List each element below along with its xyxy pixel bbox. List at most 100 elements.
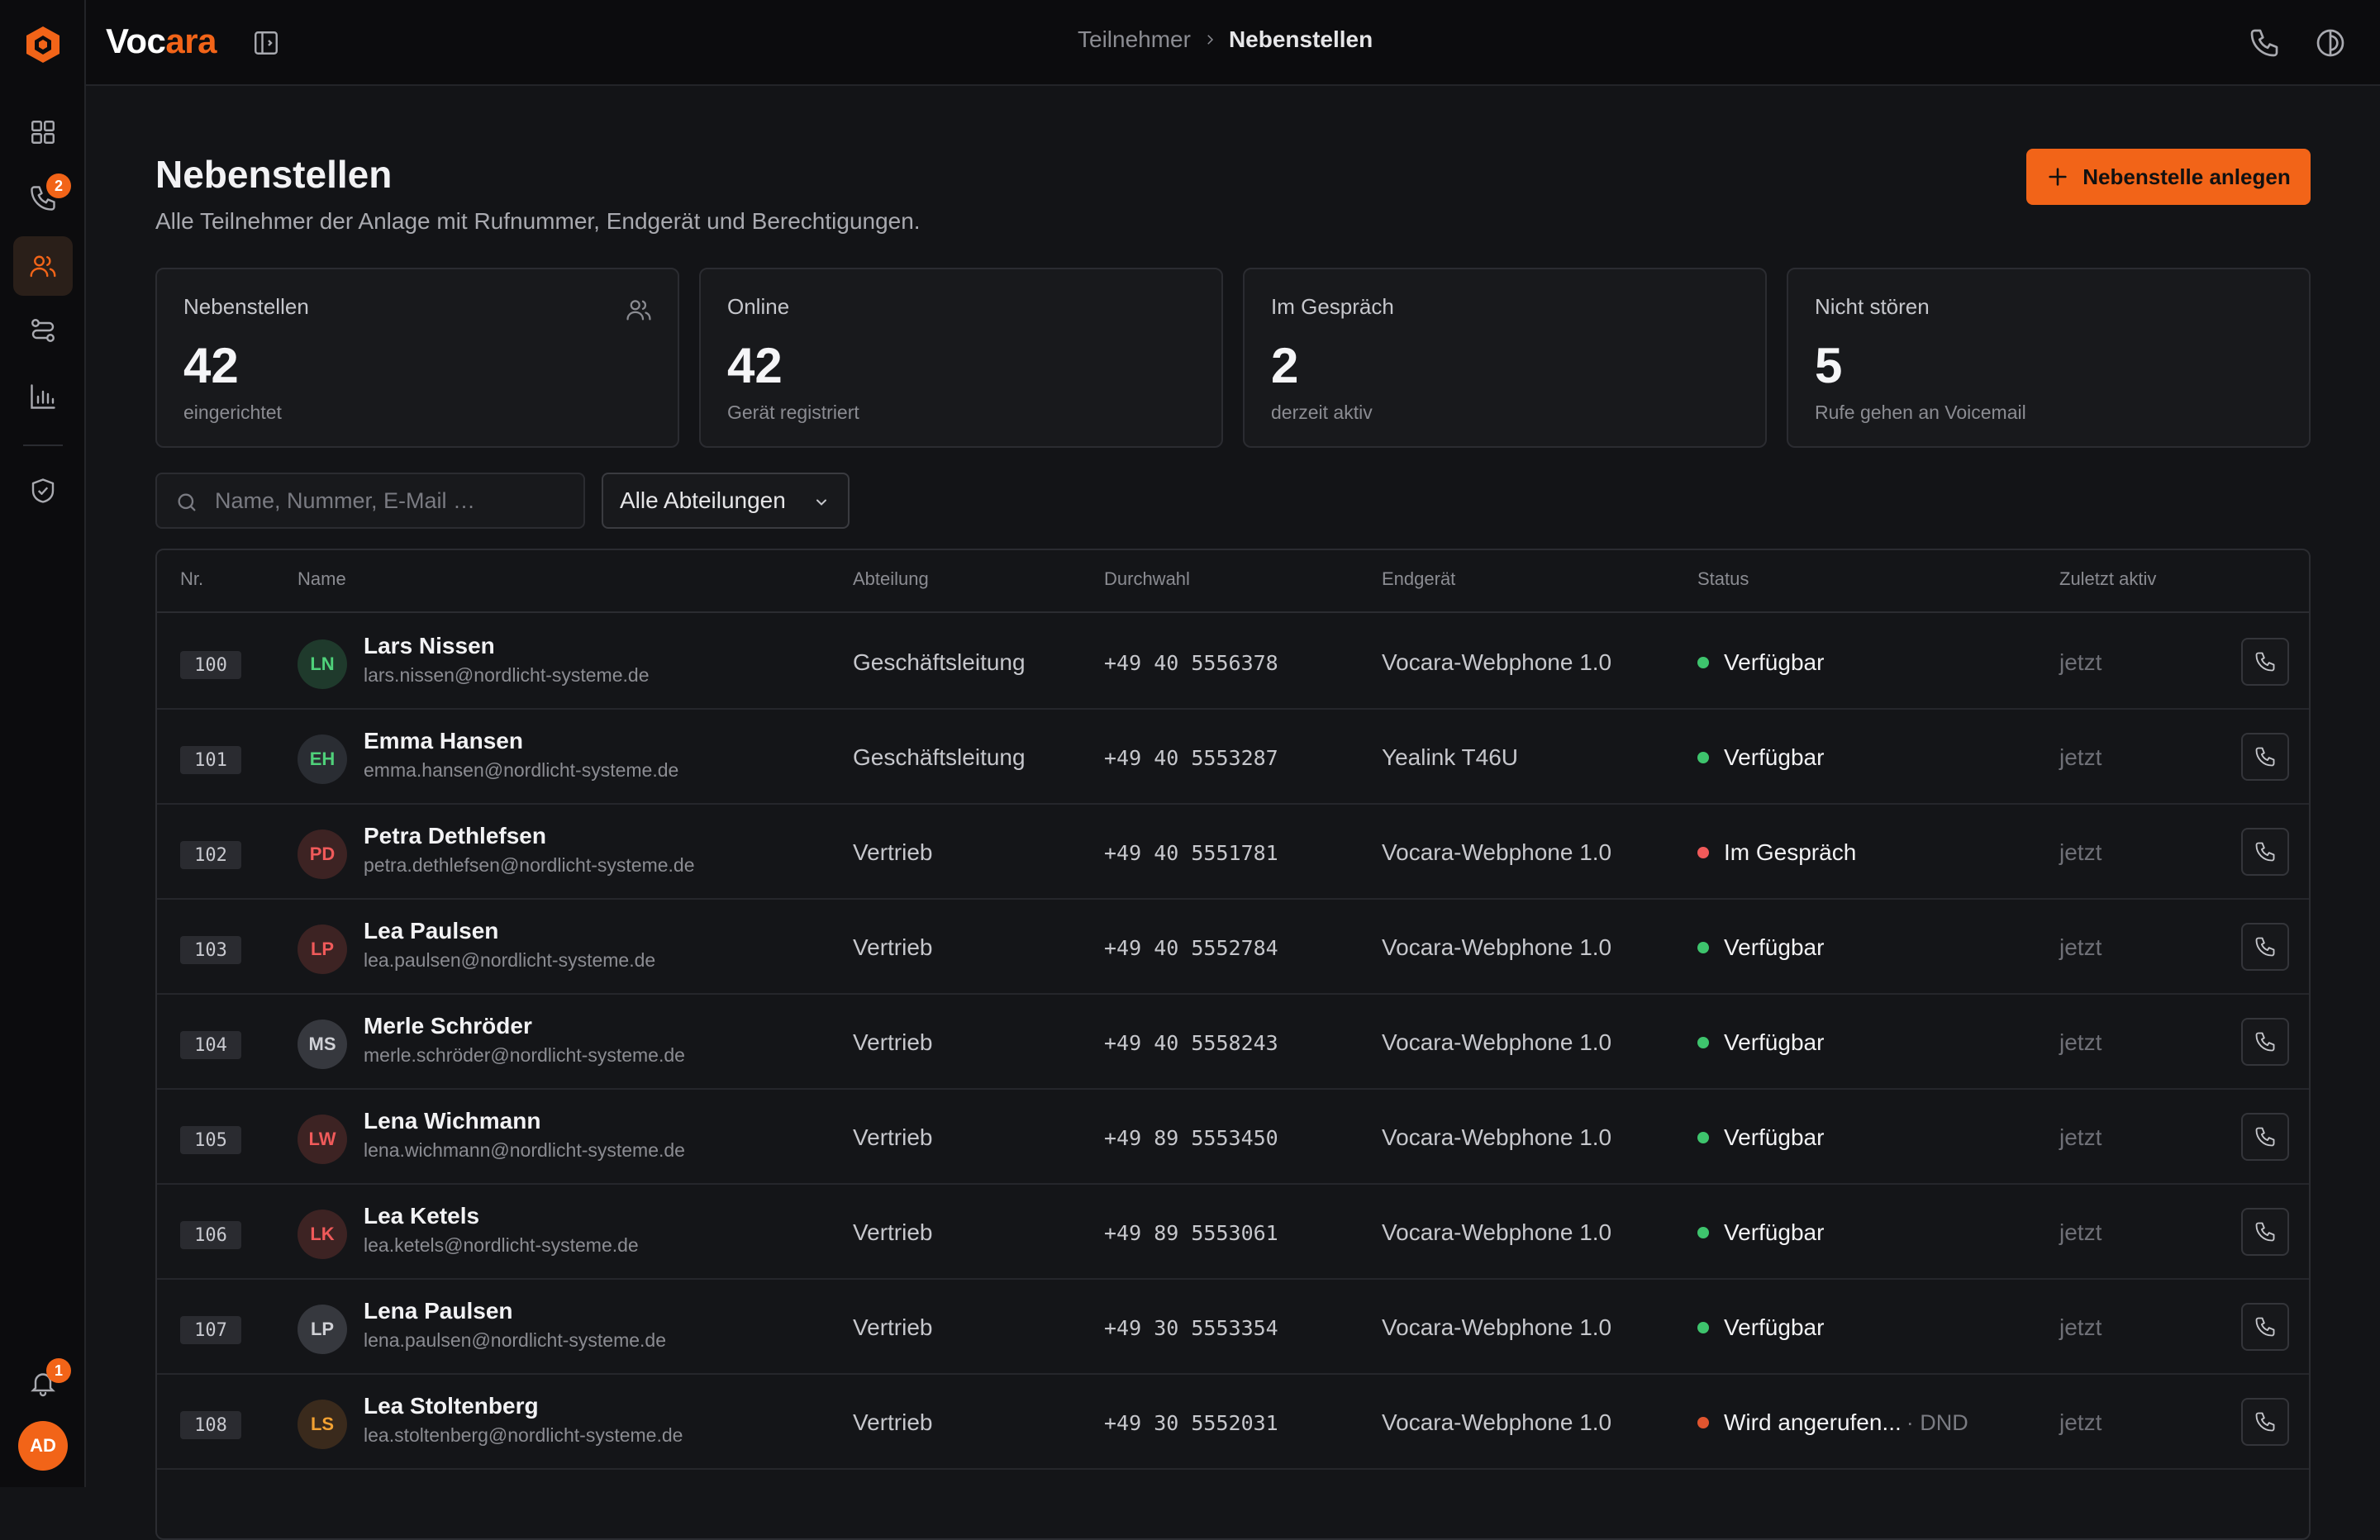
stat-card-online: Online 42 Gerät registriert [699,268,1223,448]
participant-name[interactable]: Emma Hansen [364,728,523,754]
device: Yealink T46U [1382,744,1518,771]
call-button[interactable] [2241,1018,2289,1066]
avatar: LW [298,1115,347,1164]
last-active: jetzt [2059,1029,2102,1056]
search-input[interactable] [215,474,570,527]
status-dot [1697,1417,1709,1428]
phone-icon[interactable] [2248,26,2281,59]
participant-name[interactable]: Merle Schröder [364,1013,532,1039]
last-active: jetzt [2059,1409,2102,1436]
status-dot [1697,752,1709,763]
status-badge: Wird angerufen...· DND [1697,1409,1968,1436]
app-logo-icon[interactable] [23,25,63,64]
avatar: PD [298,829,347,879]
status-badge: Verfügbar [1697,649,1829,676]
call-button[interactable] [2241,923,2289,971]
sidebar-item-routing[interactable] [13,301,73,360]
participant-name[interactable]: Lea Ketels [364,1203,479,1229]
sidebar-toggle-icon[interactable] [251,28,281,58]
stat-value: 2 [1271,337,1298,394]
column-header-status[interactable]: Status [1697,568,1749,590]
call-button[interactable] [2241,733,2289,781]
last-active: jetzt [2059,649,2102,676]
call-button[interactable] [2241,1113,2289,1161]
department: Vertrieb [853,1314,933,1341]
sidebar-item-participants[interactable] [13,236,73,296]
search-icon [175,491,198,514]
theme-toggle-icon[interactable] [2314,26,2347,59]
app-title-part2: ara [165,21,217,60]
sidebar-item-statistics[interactable] [13,367,73,426]
call-button[interactable] [2241,1208,2289,1256]
column-header-nr[interactable]: Nr. [180,568,203,590]
extension-number: 101 [180,746,241,774]
extension-number: 100 [180,651,241,679]
participant-name[interactable]: Lea Paulsen [364,918,498,944]
call-button[interactable] [2241,1398,2289,1446]
plus-icon [2046,165,2069,188]
status-badge: Verfügbar [1697,934,1829,961]
participant-email: emma.hansen@nordlicht-systeme.de [364,759,678,782]
column-header-last-active[interactable]: Zuletzt aktiv [2059,568,2156,590]
breadcrumb-current: Nebenstellen [1229,26,1373,53]
column-header-extension[interactable]: Durchwahl [1104,568,1190,590]
sidebar-divider [23,444,63,446]
department: Vertrieb [853,839,933,866]
sidebar-item-calls[interactable]: 2 [13,169,73,228]
device: Vocara-Webphone 1.0 [1382,1219,1611,1246]
department: Geschäftsleitung [853,744,1026,771]
phone-icon [2254,1125,2277,1148]
call-button[interactable] [2241,1303,2289,1351]
column-header-department[interactable]: Abteilung [853,568,929,590]
status-text: Verfügbar [1724,744,1824,771]
chevron-right-icon [1202,32,1217,47]
phone-icon [2254,1315,2277,1338]
column-header-name[interactable]: Name [298,568,346,590]
call-button[interactable] [2241,828,2289,876]
phone-icon [2254,1410,2277,1433]
sidebar-item-dashboard[interactable] [13,102,73,162]
create-extension-button[interactable]: Nebenstelle anlegen [2026,149,2311,205]
call-button[interactable] [2241,638,2289,686]
participant-email: lena.wichmann@nordlicht-systeme.de [364,1139,685,1162]
participant-name[interactable]: Lena Paulsen [364,1298,513,1324]
avatar: LK [298,1210,347,1259]
app-title-part1: Voc [106,21,165,60]
direct-dial: +49 30 5552031 [1104,1411,1278,1435]
participant-email: lea.stoltenberg@nordlicht-systeme.de [364,1424,683,1447]
extension-number: 105 [180,1126,241,1154]
notifications-button[interactable]: 1 [13,1353,73,1413]
last-active: jetzt [2059,744,2102,771]
stat-sub: derzeit aktiv [1271,402,1373,424]
participant-email: lea.paulsen@nordlicht-systeme.de [364,949,655,972]
table-header: Nr. Name Abteilung Durchwahl Endgerät St… [157,550,2309,613]
breadcrumb-parent[interactable]: Teilnehmer [1078,26,1191,53]
participant-name[interactable]: Petra Dethlefsen [364,823,546,849]
participant-name[interactable]: Lars Nissen [364,633,495,659]
app-title: Vocara [106,21,217,61]
participant-name[interactable]: Lena Wichmann [364,1108,540,1134]
direct-dial: +49 40 5553287 [1104,746,1278,770]
sidebar-item-security[interactable] [13,461,73,520]
participant-name[interactable]: Lea Stoltenberg [364,1393,539,1419]
department: Vertrieb [853,1409,933,1436]
table-row[interactable]: 105 LW Lena Wichmann lena.wichmann@nordlich… [157,1090,2309,1185]
department-select[interactable]: Alle Abteilungen [602,473,850,529]
status-text: Verfügbar [1724,934,1824,961]
extensions-table: Nr. Name Abteilung Durchwahl Endgerät St… [155,549,2311,1540]
column-header-device[interactable]: Endgerät [1382,568,1455,590]
last-active: jetzt [2059,1219,2102,1246]
direct-dial: +49 40 5551781 [1104,841,1278,865]
user-avatar[interactable]: AD [18,1421,68,1471]
extension-number: 103 [180,936,241,964]
participant-email: merle.schröder@nordlicht-systeme.de [364,1044,685,1067]
status-text: Verfügbar [1724,1124,1824,1151]
